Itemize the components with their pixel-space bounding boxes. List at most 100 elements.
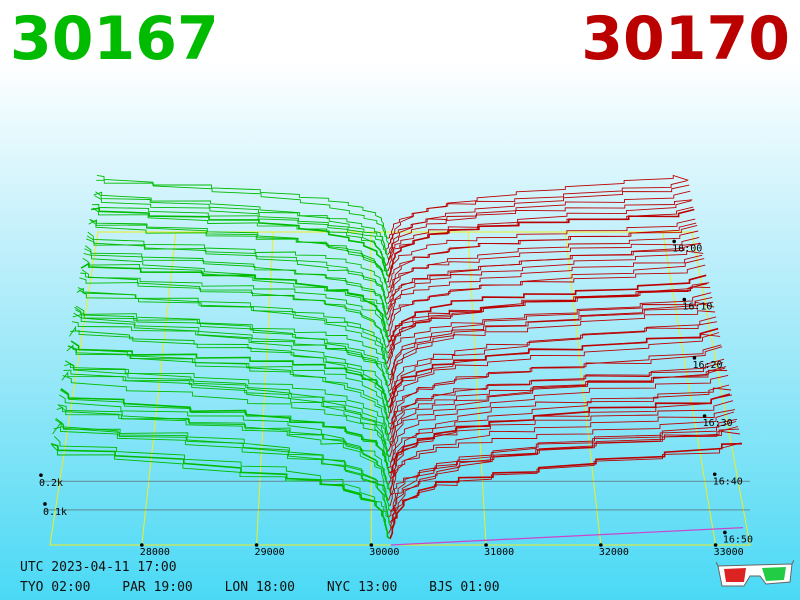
ask-depth-line xyxy=(390,374,729,463)
ask-depth-line xyxy=(386,243,702,315)
bid-depth-line xyxy=(73,312,390,392)
bid-depth-line xyxy=(81,269,388,338)
ask-depth-line xyxy=(388,282,710,359)
bid-depth-line xyxy=(96,179,389,244)
ask-depth-line xyxy=(388,384,730,469)
bid-depth-line xyxy=(61,371,389,468)
bid-depth-line xyxy=(77,287,388,365)
ask-depth-line xyxy=(389,296,713,376)
bid-depth-line xyxy=(54,419,392,512)
bid-price: 30167 xyxy=(10,4,219,74)
ask-depth-line xyxy=(390,411,735,496)
time-tick-mark xyxy=(723,530,727,535)
ask-depth-line xyxy=(386,199,693,266)
price-gridline xyxy=(141,231,177,546)
clock-tyo: TYO 02:00 xyxy=(20,580,91,595)
ask-depth-line xyxy=(389,421,737,507)
price-gridline xyxy=(564,231,602,546)
utc-time: UTC 2023-04-11 17:00 xyxy=(20,560,177,575)
depth-tick-label: 0.1k xyxy=(43,507,67,518)
ask-depth-line xyxy=(387,301,715,387)
bid-depth-line xyxy=(76,287,389,370)
ask-depth-line xyxy=(388,250,704,326)
bid-depth-line xyxy=(84,248,389,321)
bid-depth-line xyxy=(91,204,388,272)
ask-depth-line xyxy=(386,184,690,250)
ask-depth-line xyxy=(390,301,714,381)
bid-depth-line xyxy=(62,374,392,463)
ask-depth-line xyxy=(391,418,738,512)
time-tick-label: 16:00 xyxy=(672,243,702,254)
bid-depth-line xyxy=(67,345,392,430)
time-tick-mark xyxy=(702,414,707,418)
timezone-clocks: TYO 02:00 PAR 19:00 LON 18:00 NYC 13:00 … xyxy=(20,580,524,595)
ask-depth-line xyxy=(388,208,695,277)
time-tick-label: 16:30 xyxy=(703,418,733,429)
ask-depth-line xyxy=(390,387,732,479)
ask-depth-line xyxy=(386,230,699,299)
bid-depth-line xyxy=(80,262,390,343)
time-tick-label: 16:50 xyxy=(723,534,753,545)
price-gridline xyxy=(467,231,487,546)
ask-depth-line xyxy=(390,316,717,397)
price-tick-mark xyxy=(254,543,259,547)
ask-depth-line xyxy=(388,426,739,518)
time-tick-mark xyxy=(692,356,697,360)
bid-depth-line xyxy=(75,309,391,381)
time-tick-label: 16:10 xyxy=(682,302,712,313)
bid-depth-line xyxy=(79,277,389,354)
ask-depth-line xyxy=(388,409,736,501)
bid-depth-line xyxy=(53,426,391,523)
bid-depth-line xyxy=(50,442,391,540)
axis-labels: 28000 29000 30000 31000 32000 33000 16:00 16:10… xyxy=(39,239,753,558)
time-tick-mark xyxy=(672,239,676,244)
ask-depth-line xyxy=(388,442,742,534)
latest-snapshot-line xyxy=(390,527,744,546)
ask-depth-line xyxy=(387,190,691,255)
ask-depth-line xyxy=(386,286,711,365)
bid-depth-line xyxy=(87,231,387,299)
bid-depth-line xyxy=(90,219,387,283)
ask-depth-line xyxy=(387,254,703,321)
price-gridline xyxy=(662,231,717,546)
bid-depth-line xyxy=(91,207,390,278)
depth-tick-mark xyxy=(43,502,47,506)
ask-depth-line xyxy=(389,428,740,523)
bid-depth-line xyxy=(94,195,388,255)
depth-tick-mark xyxy=(39,473,43,477)
ask-depth-line xyxy=(389,344,722,425)
ask-depth-line xyxy=(388,366,727,452)
bid-depth-line xyxy=(57,404,392,496)
bid-depth-line xyxy=(53,435,389,518)
bid-depth-line xyxy=(88,219,390,294)
price-tick-label: 33000 xyxy=(714,547,744,558)
ask-depth-line xyxy=(386,258,705,332)
price-tick-mark xyxy=(140,543,144,547)
price-tick-label: 32000 xyxy=(599,547,629,558)
ask-depth-line xyxy=(388,224,698,294)
ask-depth-line xyxy=(388,200,692,261)
bid-depth-line xyxy=(64,360,392,447)
ask-depth-line xyxy=(388,274,707,343)
depth-surface xyxy=(50,174,744,546)
ask-depth-line xyxy=(387,321,718,403)
price-gridline xyxy=(370,231,372,546)
bid-depth-line xyxy=(92,207,387,266)
3d-glasses-icon[interactable] xyxy=(716,560,794,590)
bid-depth-line xyxy=(59,389,392,479)
time-tick-mark xyxy=(712,472,717,477)
ask-depth-line xyxy=(390,346,723,430)
price-tick-mark xyxy=(369,543,374,547)
bid-depth-line xyxy=(85,238,390,310)
ask-depth-line xyxy=(387,282,709,354)
bid-depth-line xyxy=(55,418,391,507)
ask-depth-line xyxy=(389,400,734,490)
bid-depth-line xyxy=(52,421,392,528)
clock-nyc: NYC 13:00 xyxy=(326,580,398,595)
ask-depth-line xyxy=(388,174,689,245)
price-tick-mark xyxy=(713,543,718,547)
clock-lon: LON 18:00 xyxy=(224,580,296,595)
ask-depth-line xyxy=(389,442,743,539)
price-tick-mark xyxy=(599,543,603,547)
